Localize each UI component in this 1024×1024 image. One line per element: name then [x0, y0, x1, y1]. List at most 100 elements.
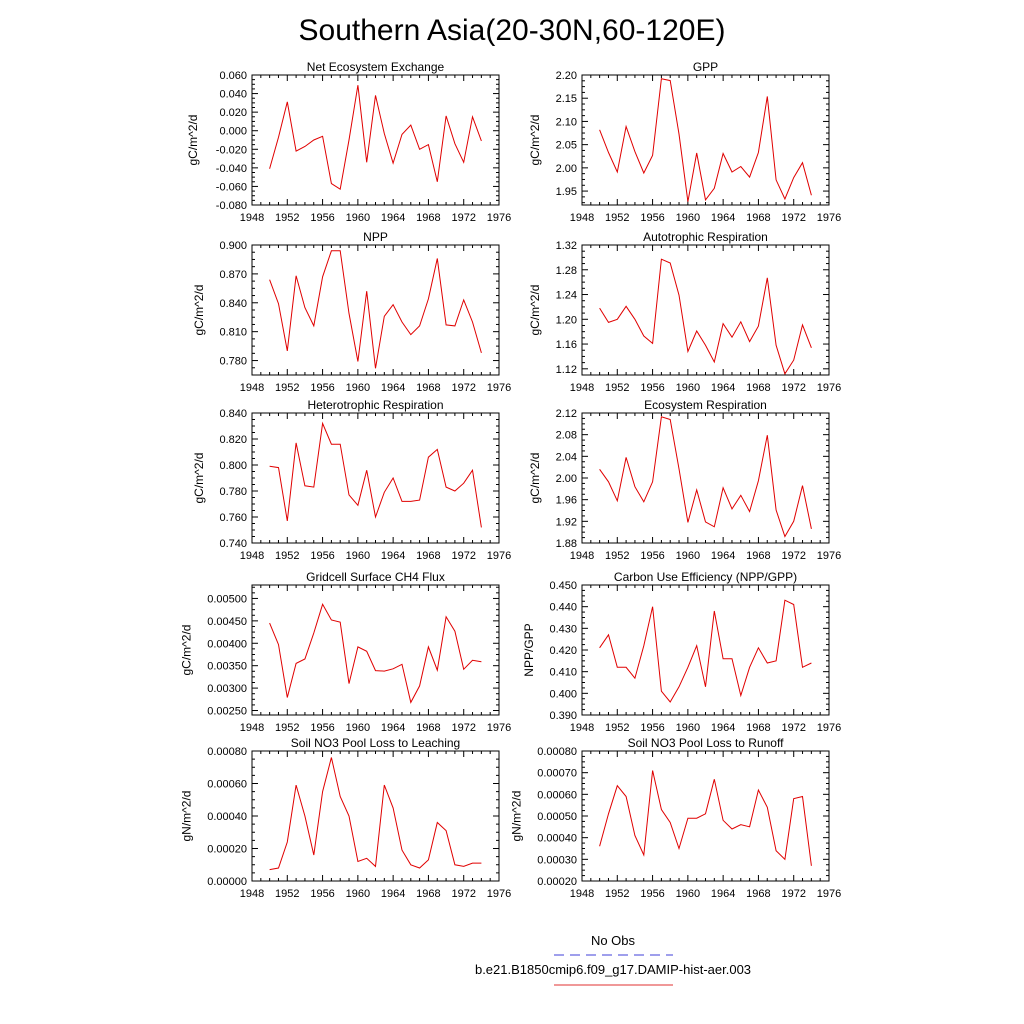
y-tick-label: 0.00030	[537, 854, 577, 866]
x-tick-label: 1948	[240, 888, 264, 900]
y-tick-label: 0.00050	[537, 811, 577, 823]
y-axis-label: gC/m^2/d	[528, 115, 542, 166]
x-tick-label: 1948	[240, 212, 264, 224]
series-line	[599, 78, 812, 202]
y-axis-label: gC/m^2/d	[192, 285, 206, 336]
y-tick-label: 0.00250	[207, 706, 247, 718]
x-tick-label: 1952	[275, 550, 299, 562]
y-tick-label: -0.060	[216, 181, 247, 193]
panel-autotrophic-respiration: Autotrophic Respiration 1948 1952 1956 1960 1…	[528, 230, 841, 394]
y-tick-label: 0.040	[219, 89, 247, 101]
x-tick-label: 1976	[487, 722, 511, 734]
y-tick-label: 0.00080	[207, 746, 247, 758]
series-line	[269, 421, 482, 528]
x-tick-label: 1952	[275, 382, 299, 394]
y-tick-label: 2.15	[556, 93, 577, 105]
x-tick-label: 1960	[346, 212, 370, 224]
panel-title: NPP	[363, 230, 388, 244]
panel-gridcell-surface-ch4-flux: Gridcell Surface CH4 Flux 1948 1952 1956 196…	[180, 570, 512, 734]
y-tick-label: 0.390	[549, 710, 577, 722]
panel-ecosystem-respiration: Ecosystem Respiration 1948 1952 1956 1960 196…	[528, 398, 841, 562]
x-tick-label: 1976	[817, 550, 841, 562]
y-tick-label: 0.780	[219, 486, 247, 498]
x-tick-label: 1972	[451, 382, 475, 394]
y-tick-label: 0.450	[549, 580, 577, 592]
plot-frame	[251, 412, 500, 544]
x-tick-label: 1972	[451, 888, 475, 900]
x-tick-label: 1960	[676, 212, 700, 224]
y-axis-label: gC/m^2/d	[528, 453, 542, 504]
x-tick-label: 1976	[487, 550, 511, 562]
x-tick-label: 1952	[605, 550, 629, 562]
y-axis-label: gC/m^2/d	[528, 285, 542, 336]
y-tick-label: 0.430	[549, 623, 577, 635]
plot-frame	[581, 584, 830, 716]
y-tick-label: 1.16	[556, 339, 577, 351]
x-tick-label: 1956	[310, 722, 334, 734]
y-tick-label: 0.440	[549, 602, 577, 614]
legend-label-model-run: b.e21.B1850cmip6.f09_g17.DAMIP-hist-aer.…	[475, 962, 751, 977]
panel-title: Net Ecosystem Exchange	[307, 60, 445, 74]
x-tick-label: 1972	[781, 722, 805, 734]
y-tick-label: 2.20	[556, 70, 577, 82]
x-tick-label: 1964	[381, 550, 405, 562]
y-tick-label: 1.32	[556, 240, 577, 252]
series-line	[269, 250, 482, 369]
y-tick-label: 0.000	[219, 126, 247, 138]
series-line	[599, 599, 812, 703]
x-tick-label: 1968	[416, 888, 440, 900]
series-line	[599, 770, 812, 866]
x-tick-label: 1976	[817, 382, 841, 394]
x-tick-label: 1976	[487, 382, 511, 394]
x-tick-label: 1948	[570, 212, 594, 224]
panel-npp: NPP 1948 1952 1956 1960 1964 1968 1972 1976 0.780…	[192, 230, 511, 394]
x-tick-label: 1952	[605, 382, 629, 394]
y-tick-label: 0.840	[219, 408, 247, 420]
x-tick-label: 1968	[416, 722, 440, 734]
x-tick-label: 1972	[781, 382, 805, 394]
panel-soil-no3-pool-loss-to-runoff: Soil NO3 Pool Loss to Runoff 1948 1952 1956…	[510, 736, 842, 900]
y-tick-label: 2.00	[556, 163, 577, 175]
y-tick-label: 0.00400	[207, 638, 247, 650]
x-tick-label: 1964	[711, 212, 735, 224]
plot-frame	[581, 244, 830, 376]
y-tick-label: 0.00350	[207, 661, 247, 673]
y-tick-label: -0.040	[216, 163, 247, 175]
plot-frame	[581, 750, 830, 882]
y-tick-label: 0.740	[219, 538, 247, 550]
x-tick-label: 1968	[416, 382, 440, 394]
x-tick-label: 1960	[676, 382, 700, 394]
x-tick-label: 1948	[570, 382, 594, 394]
y-tick-label: 0.780	[219, 356, 247, 368]
y-axis-label: gC/m^2/d	[186, 115, 200, 166]
series-line	[269, 85, 482, 191]
x-tick-label: 1976	[817, 888, 841, 900]
y-tick-label: 0.00040	[207, 811, 247, 823]
y-axis-label: NPP/GPP	[522, 623, 536, 676]
x-tick-label: 1956	[310, 550, 334, 562]
y-tick-label: 0.420	[549, 645, 577, 657]
panel-title: Soil NO3 Pool Loss to Leaching	[291, 736, 460, 750]
y-tick-label: 0.00040	[537, 833, 577, 845]
x-tick-label: 1948	[570, 722, 594, 734]
x-tick-label: 1956	[640, 382, 664, 394]
y-tick-label: 2.04	[556, 451, 577, 463]
x-tick-label: 1964	[711, 888, 735, 900]
y-tick-label: 1.20	[556, 314, 577, 326]
y-tick-label: 0.00000	[207, 876, 247, 888]
y-tick-label: 2.10	[556, 116, 577, 128]
x-tick-label: 1972	[451, 722, 475, 734]
y-tick-label: 0.820	[219, 434, 247, 446]
x-tick-label: 1964	[711, 550, 735, 562]
y-tick-label: 0.00060	[207, 779, 247, 791]
y-tick-label: 2.08	[556, 430, 577, 442]
y-tick-label: 0.00020	[537, 876, 577, 888]
plot-frame	[251, 750, 500, 882]
y-tick-label: 1.28	[556, 265, 577, 277]
y-tick-label: 0.410	[549, 667, 577, 679]
legend-label-no-obs: No Obs	[591, 933, 636, 948]
panel-title: GPP	[693, 60, 718, 74]
x-tick-label: 1964	[381, 722, 405, 734]
x-tick-label: 1976	[487, 212, 511, 224]
